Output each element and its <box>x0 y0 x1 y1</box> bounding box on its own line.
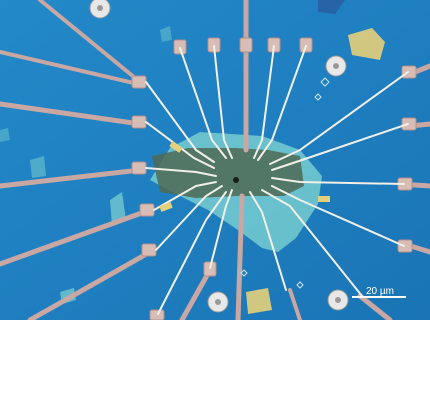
flake-debris <box>0 0 385 314</box>
diamond-marker-icon <box>240 77 330 289</box>
circle-cross-marker-icon <box>89 0 349 313</box>
scale-bar-label: 20 µm <box>366 286 394 297</box>
optical-micrograph: 20 µm <box>0 0 430 320</box>
contact-tabs <box>159 141 330 212</box>
scale-bar: 20 µm <box>352 286 406 298</box>
device-center <box>233 177 239 183</box>
electrode-fingers <box>145 45 409 315</box>
dark-flake <box>152 148 304 198</box>
